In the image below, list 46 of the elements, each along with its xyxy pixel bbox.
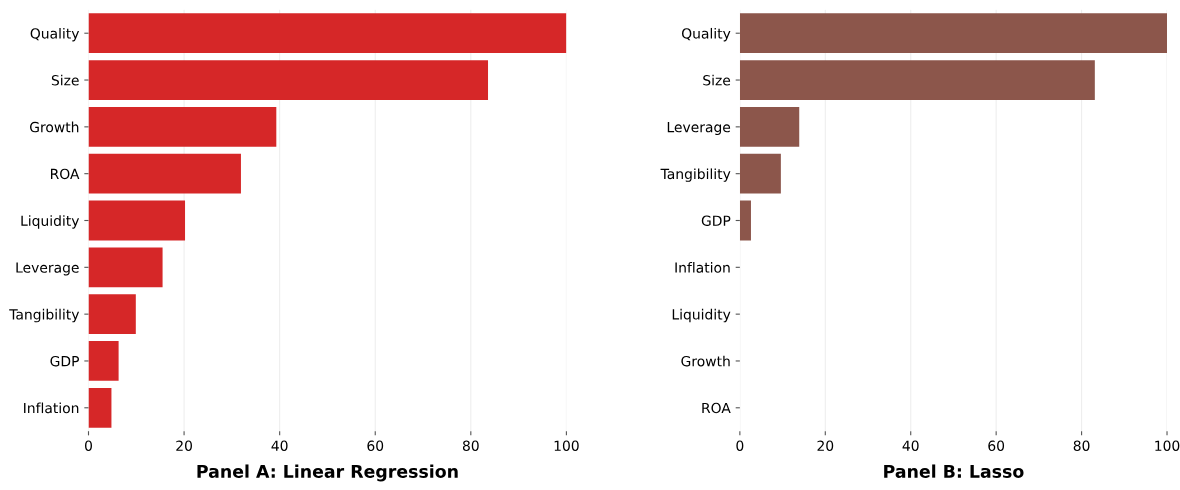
- y-tick-label: Size: [703, 74, 731, 86]
- y-tick-label: Quality: [681, 27, 731, 42]
- bar: [88, 106, 277, 147]
- x-tick-label: 60: [367, 440, 384, 451]
- bar: [739, 13, 1168, 54]
- bar: [88, 60, 489, 100]
- y-tick-label: Inflation: [675, 262, 730, 273]
- y-tick-label: Growth: [29, 121, 79, 133]
- bar: [88, 153, 241, 194]
- y-tick-label: Liquidity: [672, 308, 731, 323]
- bar: [88, 387, 112, 428]
- bar: [88, 200, 186, 241]
- bar: [739, 60, 1095, 100]
- x-tick-label: 100: [554, 440, 579, 451]
- y-tick-label: GDP: [50, 355, 79, 367]
- y-tick-label: ROA: [702, 402, 731, 414]
- y-tick-label: Leverage: [667, 122, 731, 136]
- bar: [88, 294, 136, 335]
- x-tick-label: 60: [988, 440, 1005, 451]
- text: Panel B: Lasso: [884, 464, 1024, 478]
- bar: [88, 341, 119, 381]
- y-tick-label: Leverage: [16, 262, 79, 276]
- x-tick-label: 80: [462, 440, 479, 451]
- y-tick-label: Inflation: [24, 402, 79, 414]
- x-tick-label: 40: [271, 440, 288, 451]
- text: Panel A: Linear Regression: [197, 464, 458, 482]
- x-tick-label: 20: [176, 440, 192, 451]
- x-tick-label: 0: [85, 440, 92, 451]
- x-tick-label: 40: [902, 440, 919, 451]
- y-tick-label: Tangibility: [9, 308, 80, 323]
- y-tick-label: Growth: [681, 355, 730, 367]
- bar: [739, 106, 800, 147]
- x-tick-label: 100: [1155, 440, 1180, 451]
- y-tick-label: Liquidity: [21, 215, 80, 229]
- y-tick-label: ROA: [50, 168, 80, 180]
- y-tick-label: Tangibility: [660, 168, 731, 182]
- bar: [88, 13, 567, 54]
- bar: [739, 200, 751, 241]
- x-tick-label: 80: [1073, 440, 1090, 451]
- y-tick-label: Size: [51, 74, 79, 86]
- bar: [88, 247, 163, 288]
- bar: [739, 153, 781, 194]
- x-tick-label: 0: [736, 440, 744, 451]
- y-tick-label: Quality: [30, 27, 80, 42]
- x-tick-label: 20: [817, 440, 834, 451]
- y-tick-label: GDP: [701, 215, 731, 226]
